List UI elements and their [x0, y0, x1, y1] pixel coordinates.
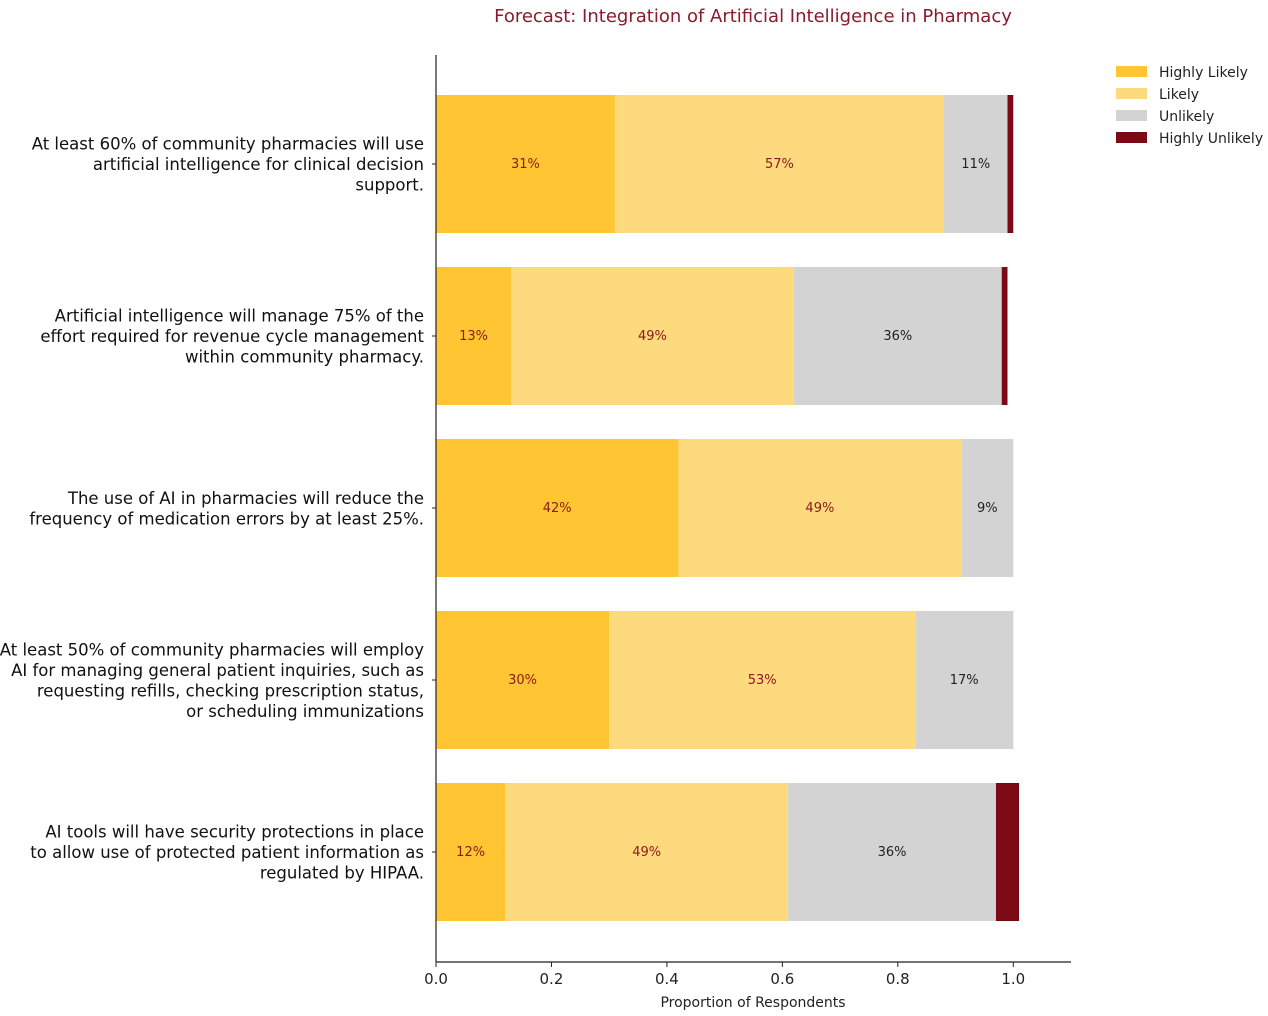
bar-likely-1	[614, 95, 944, 233]
data-label-unlikely-4: 17%	[950, 673, 979, 688]
data-label-highly-likely-1: 31%	[511, 157, 540, 172]
x-tick-label-1.0: 1.0	[1001, 970, 1025, 988]
data-label-highly-likely-3: 42%	[543, 501, 572, 516]
category-label-3-line-1: The use of AI in pharmacies will reduce …	[67, 489, 424, 508]
legend-label-unlikely: Unlikely	[1159, 109, 1214, 125]
category-label-4-line-3: requesting refills, checking prescriptio…	[37, 681, 424, 700]
legend: Highly Likely Likely Unlikely Highly Unlike…	[1116, 65, 1263, 147]
category-label-5-line-1: AI tools will have security protections …	[45, 823, 424, 842]
data-label-highly-likely-5: 12%	[456, 845, 485, 860]
category-label-4-line-2: AI for managing general patient inquirie…	[11, 661, 424, 680]
legend-swatch-likely	[1116, 88, 1147, 99]
category-label-5-line-2: to allow use of protected patient inform…	[30, 843, 424, 862]
bar-unlikely-3	[961, 439, 1014, 577]
data-label-unlikely-1: 11%	[961, 157, 990, 172]
category-label-2-line-3: within community pharmacy.	[185, 348, 424, 367]
bar-likely-3	[678, 439, 962, 577]
bar-highly-unlikely-5	[995, 783, 1020, 921]
data-label-highly-likely-4: 30%	[508, 673, 537, 688]
legend-swatch-highly-unlikely	[1116, 132, 1147, 143]
x-tick-label-0.2: 0.2	[540, 970, 564, 988]
legend-swatch-highly-likely	[1116, 66, 1147, 77]
category-label-5-line-3: regulated by HIPAA.	[260, 864, 424, 883]
bar-highly-likely-5	[436, 783, 506, 921]
legend-label-highly-unlikely: Highly Unlikely	[1159, 131, 1263, 147]
chart-title: Forecast: Integration of Artificial Inte…	[494, 6, 1012, 27]
legend-label-highly-likely: Highly Likely	[1159, 65, 1248, 81]
category-label-1-line-2: artificial intelligence for clinical dec…	[93, 155, 424, 174]
bar-highly-unlikely-2	[1001, 267, 1008, 405]
data-label-highly-likely-2: 13%	[459, 329, 488, 344]
category-label-1-line-1: At least 60% of community pharmacies wil…	[32, 135, 424, 154]
data-label-likely-4: 53%	[748, 673, 777, 688]
x-tick-label-0.4: 0.4	[655, 970, 679, 988]
bar-highly-likely-1	[436, 95, 615, 233]
data-label-likely-3: 49%	[805, 501, 834, 516]
x-axis-title: Proportion of Respondents	[660, 995, 845, 1011]
bar-highly-likely-2	[436, 267, 512, 405]
data-label-unlikely-5: 36%	[878, 845, 907, 860]
bar-highly-unlikely-1	[1007, 95, 1014, 233]
x-axis: 0.0 0.2 0.4 0.6 0.8 1.0	[424, 55, 1071, 988]
bar-highly-likely-3	[436, 439, 679, 577]
x-tick-label-0.8: 0.8	[886, 970, 910, 988]
data-label-unlikely-3: 9%	[977, 501, 998, 516]
legend-label-likely: Likely	[1159, 87, 1199, 103]
data-label-unlikely-2: 36%	[883, 329, 912, 344]
bar-likely-5	[505, 783, 789, 921]
bar-likely-2	[511, 267, 794, 405]
x-tick-label-0.0: 0.0	[424, 970, 448, 988]
bar-unlikely-2	[793, 267, 1002, 405]
x-tick-label-0.6: 0.6	[770, 970, 794, 988]
category-label-4-line-4: or scheduling immunizations	[186, 702, 424, 721]
data-label-likely-5: 49%	[632, 845, 661, 860]
bar-likely-4	[609, 611, 916, 749]
category-label-4-line-1: At least 50% of community pharmacies wil…	[0, 640, 424, 659]
plot-area: 31% 57% 11% 13% 49% 36% 42% 49% 9% 30% 53% 17% 12% 49…	[436, 95, 1020, 921]
category-label-3-line-2: frequency of medication errors by at lea…	[29, 509, 424, 528]
bar-highly-likely-4	[436, 611, 610, 749]
data-label-likely-2: 49%	[638, 329, 667, 344]
legend-swatch-unlikely	[1116, 110, 1147, 121]
data-label-likely-1: 57%	[765, 157, 794, 172]
bar-unlikely-4	[915, 611, 1014, 749]
category-label-2-line-2: effort required for revenue cycle manage…	[40, 327, 424, 346]
bar-unlikely-5	[788, 783, 996, 921]
bar-unlikely-1	[944, 95, 1008, 233]
category-label-1-line-3: support.	[355, 176, 424, 195]
category-label-2-line-1: Artificial intelligence will manage 75% …	[55, 307, 424, 326]
y-axis-labels: At least 60% of community pharmacies wil…	[0, 135, 436, 883]
